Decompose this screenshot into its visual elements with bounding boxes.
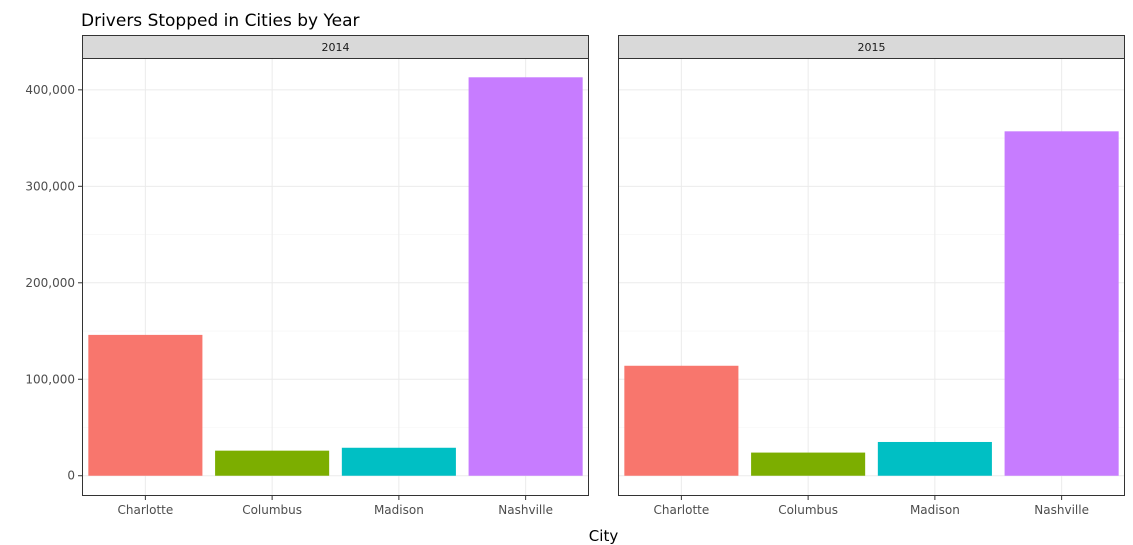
x-tick-label: Charlotte bbox=[118, 503, 174, 517]
y-tick-label: 0 bbox=[67, 469, 75, 483]
x-tick-label: Charlotte bbox=[654, 503, 710, 517]
bar-2014-columbus bbox=[215, 450, 330, 476]
facet-strip-label: 2015 bbox=[858, 41, 886, 54]
bar-2014-nashville bbox=[468, 77, 583, 476]
chart-title: Drivers Stopped in Cities by Year bbox=[81, 11, 360, 31]
y-tick-label: 100,000 bbox=[25, 372, 75, 386]
bar-2014-madison bbox=[341, 447, 456, 476]
x-tick-label: Madison bbox=[374, 503, 424, 517]
x-tick-label: Madison bbox=[910, 503, 960, 517]
bar-2015-madison bbox=[877, 441, 992, 476]
y-tick-label: 200,000 bbox=[25, 276, 75, 290]
facet-strip bbox=[82, 35, 589, 59]
bar-2015-nashville bbox=[1004, 131, 1119, 476]
x-tick-label: Nashville bbox=[1034, 503, 1089, 517]
facet-strip-label: 2014 bbox=[322, 41, 350, 54]
x-axis-label: City bbox=[588, 527, 619, 545]
bar-2014-charlotte bbox=[88, 334, 203, 476]
y-tick-label: 400,000 bbox=[25, 83, 75, 97]
facet-strip bbox=[618, 35, 1125, 59]
bar-2015-charlotte bbox=[624, 365, 739, 476]
x-tick-label: Nashville bbox=[498, 503, 553, 517]
x-tick-label: Columbus bbox=[778, 503, 838, 517]
x-tick-label: Columbus bbox=[242, 503, 302, 517]
bar-2015-columbus bbox=[751, 452, 866, 476]
y-tick-label: 300,000 bbox=[25, 179, 75, 193]
